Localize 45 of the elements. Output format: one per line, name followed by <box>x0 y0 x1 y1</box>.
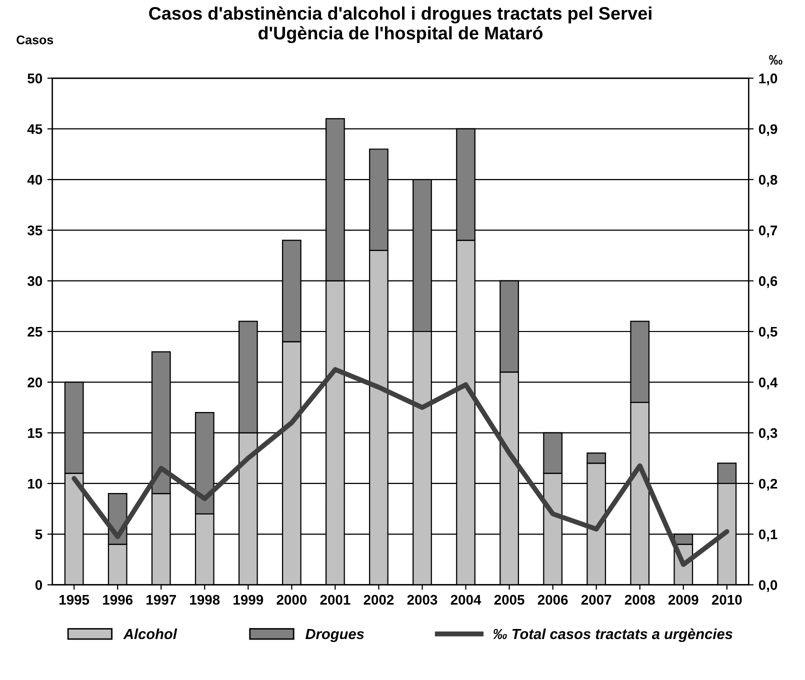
y2-tick-label: 1,0 <box>759 74 778 86</box>
y-tick-label: 40 <box>27 174 42 185</box>
y-tick-label: 30 <box>27 276 42 286</box>
y2-tick-label: 0,4 <box>758 377 778 390</box>
x-tick-label: 2005 <box>494 594 524 605</box>
x-tick-label: 2006 <box>538 594 568 605</box>
y-tick-label: 5 <box>35 530 42 540</box>
x-tick-label: 2002 <box>364 594 394 605</box>
x-tick-label: 1995 <box>60 594 90 605</box>
chart-title: Casos d'abstinència d'alcohol i drogues tractats pel Servei d'Ugència de l'hospital de Mataró <box>149 6 652 44</box>
x-tick-label: 1997 <box>146 594 176 605</box>
y2-tick-label: 0,5 <box>758 326 778 339</box>
x-tick-label: 2007 <box>581 594 612 605</box>
legend-label: Alcohol <box>123 628 178 640</box>
legend-label: Drogues <box>306 628 364 642</box>
x-tick-label: 2001 <box>320 594 350 605</box>
y2-tick-label: 0,2 <box>758 478 778 491</box>
x-tick-label: 1999 <box>234 594 264 605</box>
y-tick-label: 15 <box>28 428 42 438</box>
x-tick-label: 2010 <box>712 594 742 605</box>
x-tick-label: 2008 <box>624 594 655 605</box>
x-tick-label: 1996 <box>103 594 133 605</box>
y2-tick-label: 0,7 <box>758 226 778 238</box>
y-tick-label: 45 <box>27 124 42 134</box>
y-tick-label: 50 <box>28 74 42 84</box>
line-series <box>72 367 730 567</box>
x-tick-label: 2003 <box>407 594 438 605</box>
x-tick-label: 2000 <box>276 594 307 605</box>
y-tick-label: 25 <box>28 326 42 337</box>
y-tick-label: 0 <box>35 580 42 590</box>
y2-tick-label: 0,9 <box>758 124 778 136</box>
y-tick-label: 20 <box>28 377 42 388</box>
x-tick-label: 2009 <box>668 594 698 605</box>
x-tick-label: 2004 <box>450 594 482 605</box>
y2-tick-label: 0,0 <box>758 580 778 592</box>
y2-tick-label: 0,8 <box>758 174 778 187</box>
x-tick-label: 1998 <box>190 594 220 605</box>
legend-label: ‰ Total casos tractats a urgències <box>493 628 732 642</box>
y2-tick-label: 0,3 <box>758 428 778 440</box>
y2-tick-label: 0,1 <box>758 529 778 542</box>
y2-axis-title: ‰ <box>769 54 782 65</box>
y-tick-label: 10 <box>28 478 42 489</box>
y2-tick-label: 0,6 <box>758 276 778 288</box>
y-tick-label: 35 <box>27 226 42 236</box>
y-axis-title: Casos <box>16 35 54 44</box>
